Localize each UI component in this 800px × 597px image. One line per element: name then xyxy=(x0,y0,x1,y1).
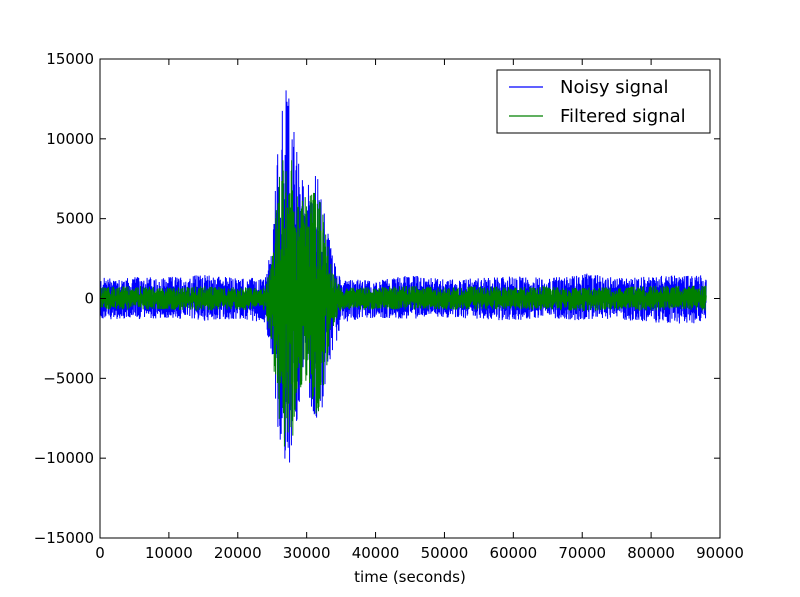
legend-label-filtered: Filtered signal xyxy=(560,106,686,127)
legend: Noisy signal Filtered signal xyxy=(496,69,711,134)
x-tick-label: 30000 xyxy=(283,544,331,562)
x-tick-label: 50000 xyxy=(421,544,469,562)
ticks-layer: 0 10000 20000 30000 40000 50000 60000 70000 8000… xyxy=(34,50,744,562)
x-tick-label: 0 xyxy=(95,544,105,562)
x-tick-label: 60000 xyxy=(489,544,537,562)
y-tick-label: −10000 xyxy=(34,449,94,467)
x-tick-label: 90000 xyxy=(696,544,744,562)
series-line-filtered-signal xyxy=(100,160,707,447)
x-tick-label: 80000 xyxy=(627,544,675,562)
x-tick-label: 10000 xyxy=(145,544,193,562)
legend-box xyxy=(496,69,711,134)
x-tick-label: 40000 xyxy=(352,544,400,562)
y-tick-label: 5000 xyxy=(56,210,94,228)
legend-label-noisy: Noisy signal xyxy=(560,77,668,98)
x-tick-label: 20000 xyxy=(214,544,262,562)
x-tick-label: 70000 xyxy=(558,544,606,562)
y-tick-label: 15000 xyxy=(46,50,94,68)
y-tick-label: 0 xyxy=(84,290,94,308)
x-axis-label: time (seconds) xyxy=(354,568,466,586)
y-tick-label: −5000 xyxy=(43,369,94,387)
y-tick-label: 10000 xyxy=(46,130,94,148)
series-layer xyxy=(100,90,707,463)
y-tick-label: −15000 xyxy=(34,529,94,547)
